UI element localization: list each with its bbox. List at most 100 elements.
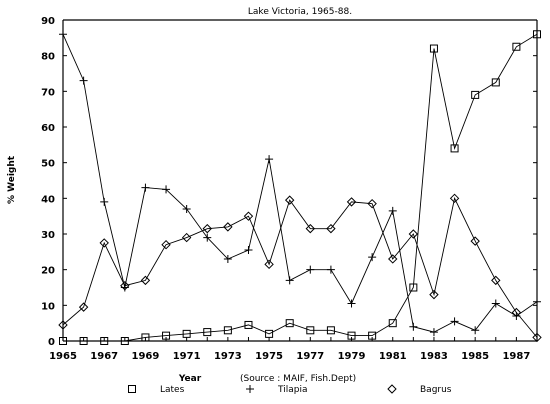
lates-point xyxy=(388,319,397,328)
series-bagrus xyxy=(58,193,542,343)
tilapia-point xyxy=(141,183,150,192)
x-tick-label: 1965 xyxy=(49,351,77,362)
series-lates xyxy=(59,30,541,345)
lates-point xyxy=(59,337,67,345)
tilapia-point xyxy=(244,246,253,255)
tilapia-point xyxy=(223,254,232,263)
lates-point xyxy=(79,337,88,345)
x-tick-label: 1967 xyxy=(90,351,118,362)
legend-label-lates: Lates xyxy=(160,385,185,395)
x-tick-label: 1979 xyxy=(338,351,366,362)
tilapia-point xyxy=(203,233,212,242)
tilapia-point xyxy=(368,253,377,262)
lates-point xyxy=(512,42,521,51)
lates-point xyxy=(491,78,500,87)
tilapia-point xyxy=(388,206,397,215)
lates-point xyxy=(471,90,480,99)
lates-point xyxy=(141,333,150,342)
bagrus-point xyxy=(202,223,212,234)
y-tick-label: 40 xyxy=(41,194,55,205)
tilapia-point xyxy=(59,30,67,39)
legend-marker-lates xyxy=(128,385,136,393)
lates-point xyxy=(162,331,171,340)
legend: Lates Tilapia Bagrus xyxy=(128,384,452,395)
bagrus-point xyxy=(181,232,192,243)
x-tick-label: 1981 xyxy=(379,351,407,362)
y-axis-ticks: 0 10 20 30 40 50 60 70 80 90 xyxy=(41,16,537,348)
lates-point xyxy=(100,337,109,345)
lates-point xyxy=(265,329,274,338)
series-tilapia xyxy=(59,30,541,337)
y-tick-label: 0 xyxy=(48,337,55,348)
lates-point xyxy=(368,331,377,340)
tilapia-point xyxy=(100,197,109,206)
tilapia-point xyxy=(533,297,541,306)
x-tick-label: 1987 xyxy=(502,351,530,362)
bagrus-point xyxy=(408,229,419,239)
y-tick-label: 60 xyxy=(41,123,55,134)
bagrus-point xyxy=(223,222,233,232)
lates-point xyxy=(347,331,356,340)
plot-area xyxy=(62,19,538,342)
y-tick-label: 30 xyxy=(41,230,55,241)
lates-point xyxy=(306,326,315,335)
bagrus-point xyxy=(491,275,501,286)
series-line-lates xyxy=(63,33,538,342)
tilapia-point xyxy=(491,299,500,308)
tilapia-point xyxy=(182,205,191,214)
bagrus-point xyxy=(264,259,274,270)
tilapia-point xyxy=(450,317,459,326)
bagrus-point xyxy=(532,332,542,343)
bagrus-point xyxy=(367,198,377,209)
lates-point xyxy=(285,319,294,328)
bagrus-point xyxy=(58,320,68,330)
tilapia-point xyxy=(306,265,315,274)
x-tick-label: 1973 xyxy=(214,351,242,362)
y-tick-label: 10 xyxy=(41,301,55,312)
lates-point xyxy=(203,328,212,337)
bagrus-point xyxy=(511,307,522,318)
legend-label-bagrus: Bagrus xyxy=(420,385,452,395)
tilapia-point xyxy=(429,328,438,337)
x-tick-label: 1983 xyxy=(420,351,448,362)
series-line-tilapia xyxy=(62,34,538,333)
lates-point xyxy=(223,326,232,335)
x-tick-label: 1971 xyxy=(173,351,201,362)
bagrus-point xyxy=(161,239,171,250)
y-axis-title: % Weight xyxy=(7,155,17,204)
tilapia-point xyxy=(265,155,274,164)
lates-point xyxy=(244,320,253,329)
lates-point xyxy=(533,30,541,39)
legend-item-tilapia: Tilapia xyxy=(246,385,307,395)
series-group xyxy=(58,30,542,345)
tilapia-point xyxy=(326,265,335,274)
chart-title: Lake Victoria, 1965-88. xyxy=(248,7,352,17)
legend-label-tilapia: Tilapia xyxy=(277,385,307,395)
lates-point xyxy=(450,144,459,153)
tilapia-point xyxy=(162,185,171,194)
x-tick-label: 1975 xyxy=(255,351,283,362)
tilapia-point xyxy=(285,276,294,285)
x-tick-label: 1985 xyxy=(461,351,489,362)
y-tick-label: 80 xyxy=(41,52,55,63)
legend-marker-tilapia xyxy=(246,385,254,393)
y-tick-label: 90 xyxy=(41,16,55,27)
tilapia-point xyxy=(409,322,418,331)
bagrus-point xyxy=(388,254,398,264)
legend-marker-bagrus xyxy=(387,384,397,394)
y-tick-label: 20 xyxy=(41,266,55,277)
x-tick-label: 1977 xyxy=(296,351,324,362)
x-tick-label: 1969 xyxy=(132,351,160,362)
bagrus-point xyxy=(99,238,109,248)
bagrus-point xyxy=(326,223,336,234)
source-note: (Source : MAIF, Fish.Dept) xyxy=(240,374,356,384)
bagrus-point xyxy=(243,211,254,221)
lates-point xyxy=(326,326,335,335)
lates-point xyxy=(409,283,418,292)
bagrus-point xyxy=(140,275,151,286)
legend-item-lates: Lates xyxy=(128,385,185,395)
y-tick-label: 50 xyxy=(41,159,55,170)
tilapia-point xyxy=(347,299,356,308)
bagrus-point xyxy=(305,223,316,234)
